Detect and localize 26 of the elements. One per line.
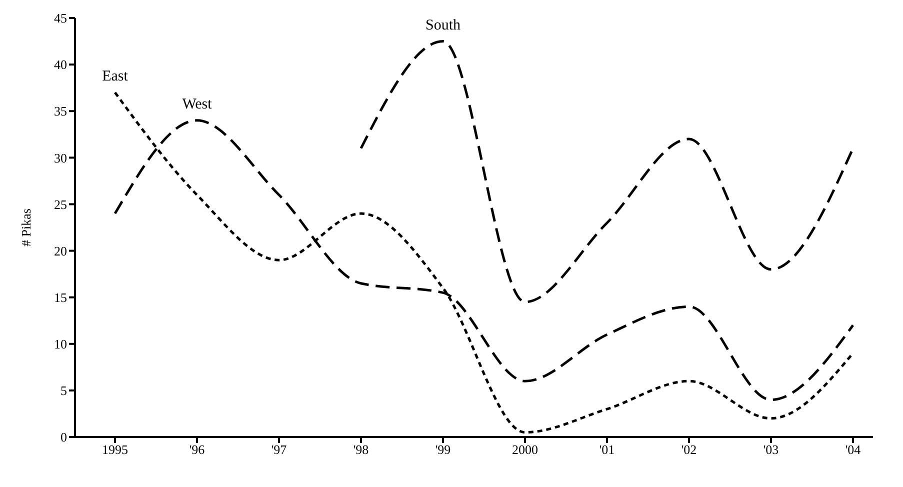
y-tick-label: 5 <box>60 383 67 398</box>
y-tick-label: 0 <box>60 430 67 445</box>
y-tick-label: 40 <box>54 57 67 72</box>
y-tick-label: 15 <box>54 290 67 305</box>
x-tick-label: '04 <box>845 442 862 458</box>
y-axis-title: # Pikas <box>18 208 34 246</box>
series-label: West <box>182 96 213 112</box>
line-series <box>360 40 854 304</box>
x-tick-label: 2000 <box>512 442 538 458</box>
x-tick-label: '96 <box>189 442 206 458</box>
x-tick-label: '99 <box>435 442 451 458</box>
series-label: East <box>102 68 129 84</box>
y-tick-label: 35 <box>54 104 67 119</box>
y-tick-label: 20 <box>54 243 67 258</box>
y-tick-label: 10 <box>54 336 67 352</box>
x-tick-label: '02 <box>681 442 697 458</box>
x-tick-label: '97 <box>271 442 288 458</box>
x-tick-label: '98 <box>353 442 369 458</box>
x-tick-label: '01 <box>599 442 615 458</box>
series-label: South <box>425 17 461 34</box>
y-tick-label: 30 <box>54 150 67 166</box>
x-tick-label: '03 <box>763 442 779 458</box>
y-tick-label: 25 <box>54 196 67 212</box>
y-tick-label: 45 <box>54 10 67 26</box>
x-tick-label: 1995 <box>102 442 128 458</box>
line-series <box>114 91 854 434</box>
